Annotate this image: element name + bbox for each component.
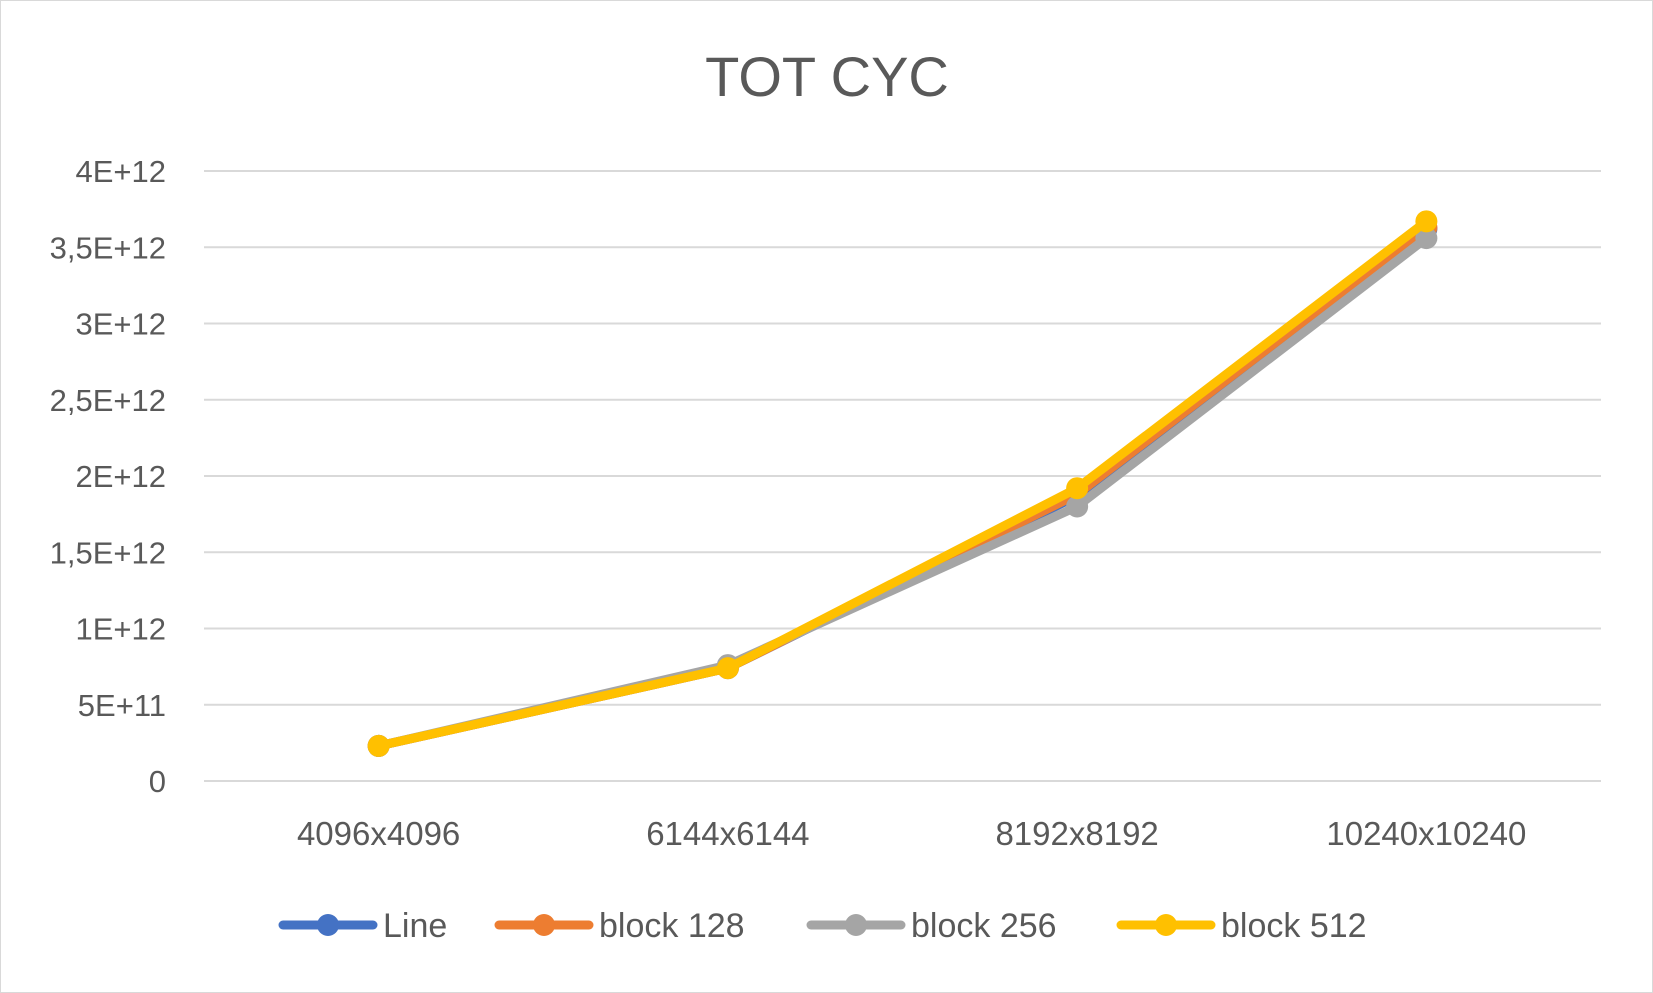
series-line: [374, 222, 1431, 751]
y-tick-label: 0: [149, 764, 166, 799]
y-tick-label: 5E+11: [78, 688, 166, 723]
x-axis-tick-labels: 4096x4096 6144x6144 8192x8192 10240x10240: [297, 815, 1526, 852]
legend-label: Line: [383, 907, 447, 945]
series-line: [374, 224, 1431, 751]
legend-swatch-marker: [1155, 914, 1177, 936]
legend-entry: Line: [278, 907, 447, 945]
y-tick-label: 4E+12: [75, 154, 166, 189]
data-point: [1066, 477, 1089, 500]
x-tick-label: 10240x10240: [1326, 815, 1526, 852]
y-tick-label: 3E+12: [75, 307, 166, 342]
y-tick-label: 3,5E+12: [50, 230, 166, 265]
data-point: [1415, 210, 1438, 233]
legend-label: block 512: [1221, 907, 1367, 945]
series-block-128: [367, 216, 1438, 757]
gridlines: [204, 170, 1601, 782]
legend-label: block 256: [911, 907, 1057, 945]
series-line: [374, 233, 1431, 751]
x-tick-label: 8192x8192: [995, 815, 1158, 852]
data-point: [1066, 495, 1089, 518]
data-point: [367, 734, 390, 757]
legend-swatch-marker: [533, 914, 555, 936]
legend-swatch-marker: [317, 914, 339, 936]
data-point: [716, 657, 739, 680]
y-tick-label: 2E+12: [75, 459, 166, 494]
legend-label: block 128: [599, 907, 745, 945]
chart-title: TOT CYC: [705, 45, 949, 108]
y-tick-label: 1E+12: [75, 612, 166, 647]
y-axis-tick-labels: 0 5E+11 1E+12 1,5E+12 2E+12 2,5E+12 3E+12 3,5E+…: [50, 154, 166, 799]
legend-entry: block 256: [806, 907, 1057, 945]
series-line: [374, 216, 1431, 751]
y-tick-label: 2,5E+12: [50, 383, 166, 418]
y-tick-label: 1,5E+12: [50, 535, 166, 570]
data-point: [1415, 227, 1438, 250]
x-tick-label: 6144x6144: [646, 815, 809, 852]
legend: Line block 128 block 256 block 512: [278, 907, 1367, 945]
legend-entry: block 512: [1116, 907, 1367, 945]
series-block-512: [367, 210, 1438, 757]
legend-entry: block 128: [494, 907, 745, 945]
series-line: [367, 217, 1438, 757]
legend-swatch-marker: [845, 914, 867, 936]
series-block-256: [367, 227, 1438, 757]
series-lines: [367, 210, 1438, 757]
x-tick-label: 4096x4096: [297, 815, 460, 852]
